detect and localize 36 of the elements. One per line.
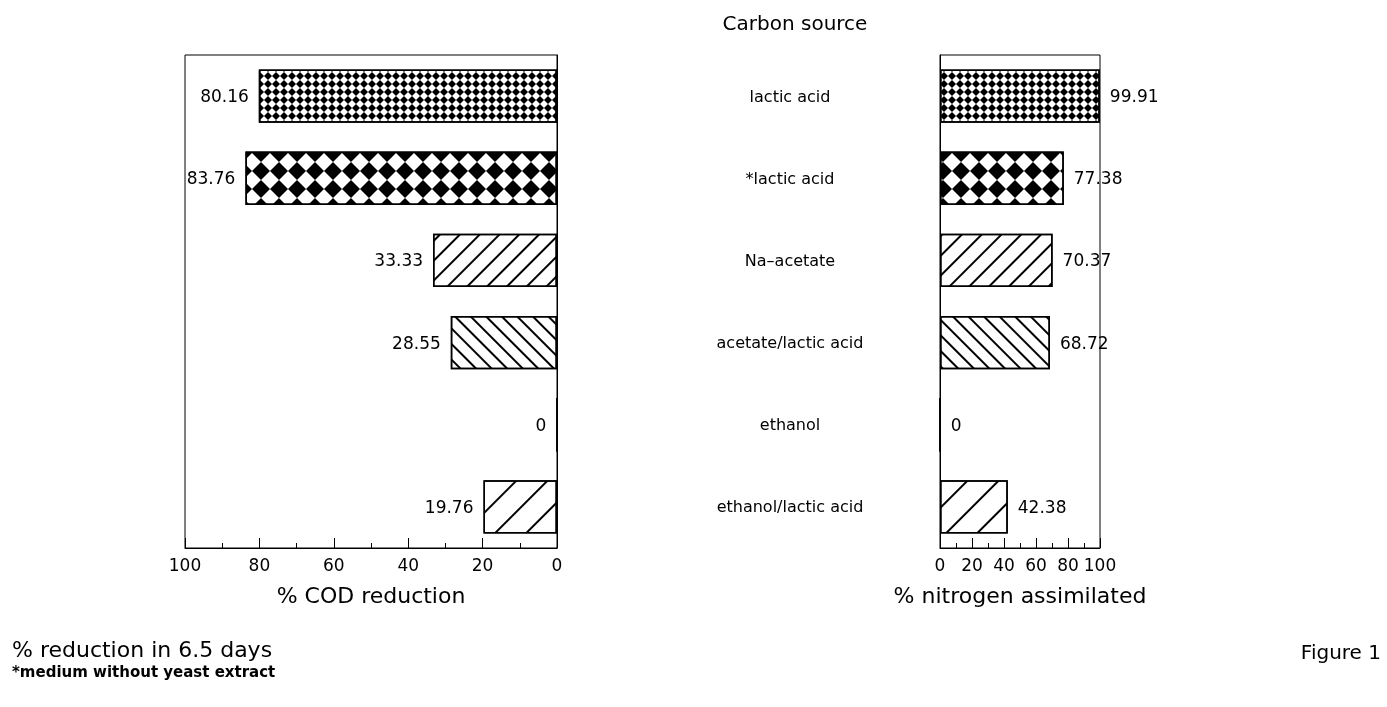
x-tick-label: 40: [993, 554, 1015, 575]
x-tick-label: 80: [248, 554, 271, 575]
x-tick-label: 0: [934, 554, 946, 575]
data-label: 99.91: [1109, 86, 1159, 107]
data-label: 0: [950, 414, 962, 435]
x-axis-title: % COD reduction: [276, 582, 466, 608]
data-label: 68.72: [1059, 332, 1109, 353]
x-tick-label: 100: [1083, 554, 1117, 575]
x-tick-label: 80: [1057, 554, 1079, 575]
y-tick-label: ethanol: [759, 415, 821, 435]
y-tick-label: *lactic acid: [745, 168, 835, 188]
data-label: 70.37: [1062, 250, 1112, 271]
x-tick-label: 60: [322, 554, 345, 575]
y-tick-label: Na–acetate: [744, 250, 836, 270]
data-label: 80.16: [200, 86, 249, 107]
data-label: 83.76: [186, 168, 236, 189]
text: % reduction in 6.5 days: [12, 636, 273, 662]
x-tick-label: 0: [551, 554, 563, 575]
data-label: 42.38: [1017, 496, 1067, 517]
x-tick-label: 20: [961, 554, 983, 575]
data-label: 33.33: [374, 250, 424, 271]
data-label: 19.76: [424, 496, 474, 517]
x-tick-label: 100: [168, 554, 202, 575]
chart-title: Carbon source: [722, 11, 868, 35]
text: *medium without yeast extract: [12, 662, 276, 681]
y-tick-label: acetate/lactic acid: [716, 333, 864, 353]
data-label: 28.55: [392, 332, 441, 353]
data-label: 77.38: [1073, 168, 1123, 189]
y-tick-label: ethanol/lactic acid: [716, 497, 864, 517]
x-tick-label: 60: [1025, 554, 1047, 575]
x-tick-label: 20: [471, 554, 494, 575]
y-tick-label: lactic acid: [749, 86, 831, 106]
data-label: 0: [535, 414, 547, 435]
caption: Figure 1: [1300, 640, 1382, 664]
x-tick-label: 40: [397, 554, 420, 575]
x-axis-title: % nitrogen assimilated: [893, 582, 1147, 608]
